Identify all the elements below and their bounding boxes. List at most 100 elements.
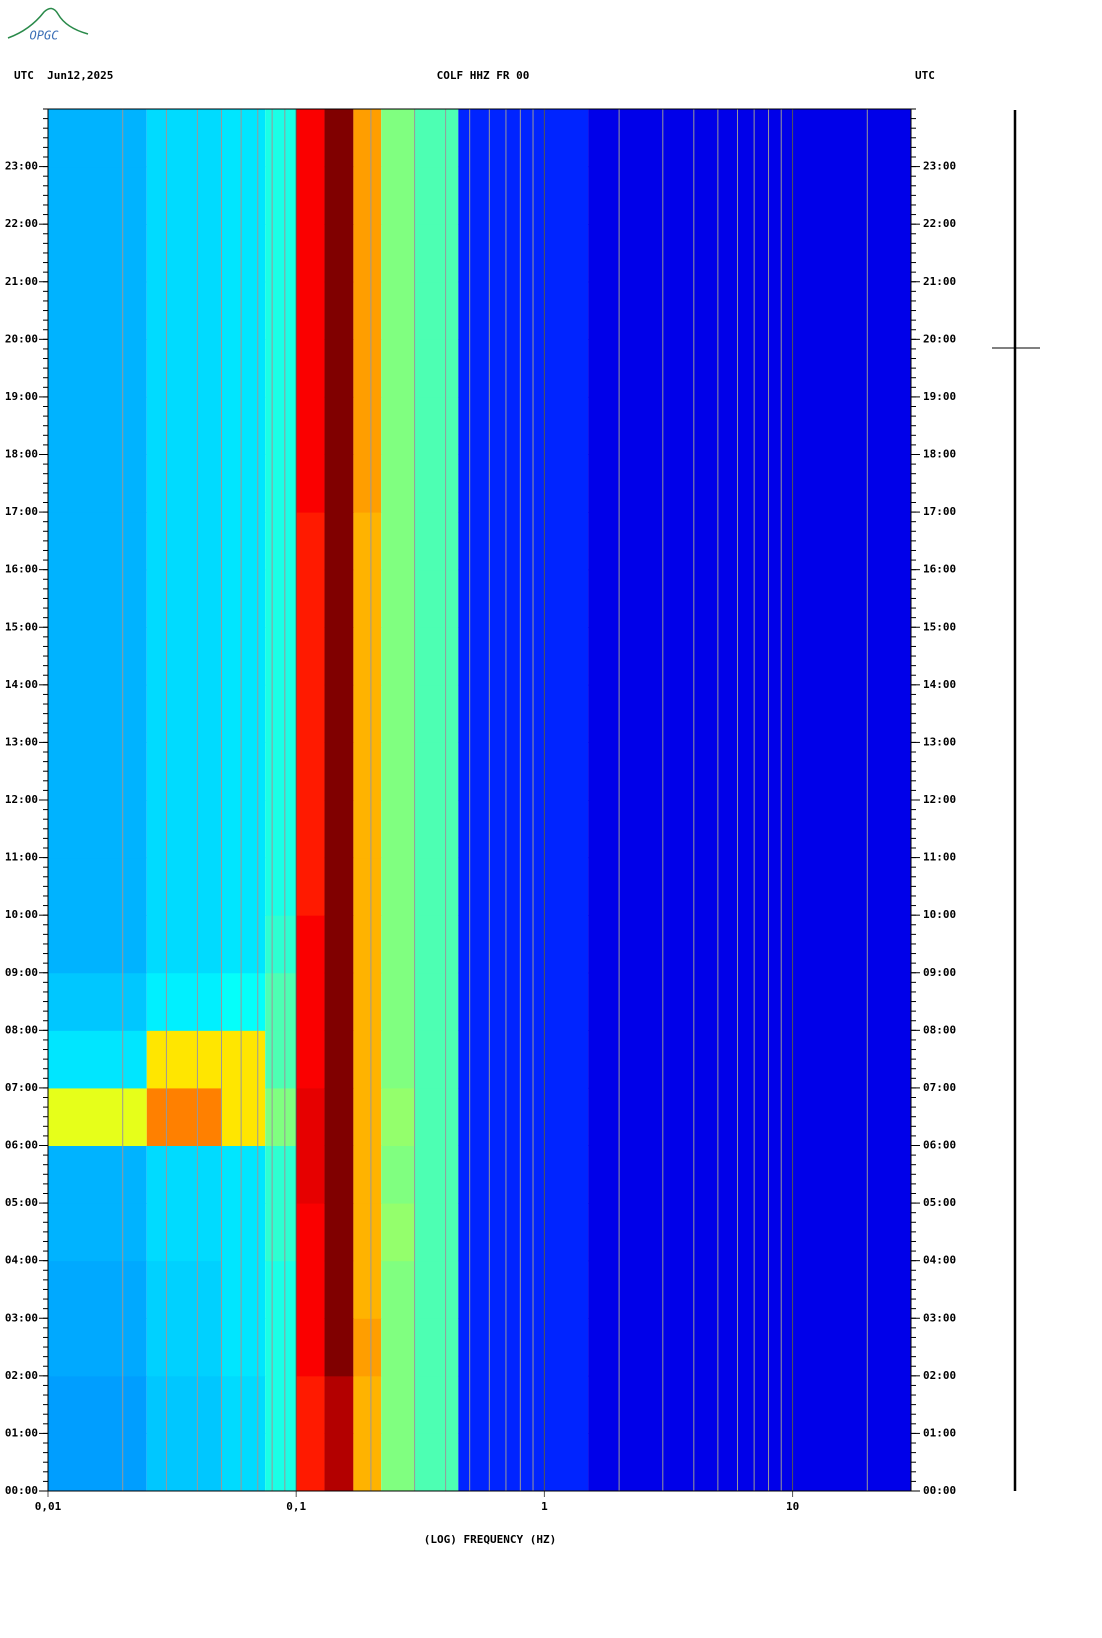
cell xyxy=(221,1375,266,1434)
cell xyxy=(414,627,459,686)
x-tick-label: 0,1 xyxy=(286,1500,306,1513)
y-tick-label: 03:00 xyxy=(923,1311,956,1324)
cell xyxy=(353,857,382,916)
y-tick-label: 12:00 xyxy=(923,793,956,806)
cell xyxy=(414,1030,459,1089)
cell xyxy=(221,1433,266,1492)
cell xyxy=(296,454,325,513)
cell xyxy=(414,281,459,340)
cell xyxy=(353,339,382,398)
cell xyxy=(588,109,911,168)
cell xyxy=(221,627,266,686)
y-tick-label: 09:00 xyxy=(923,966,956,979)
cell xyxy=(381,972,415,1031)
cell xyxy=(296,396,325,455)
y-tick-label: 20:00 xyxy=(923,332,956,345)
cell xyxy=(414,339,459,398)
cell xyxy=(353,1203,382,1262)
y-tick-label: 19:00 xyxy=(923,390,956,403)
cell xyxy=(324,339,354,398)
y-tick-label: 06:00 xyxy=(5,1139,38,1152)
y-tick-label: 23:00 xyxy=(923,160,956,173)
cell xyxy=(221,972,266,1031)
cell xyxy=(146,512,222,571)
cell xyxy=(381,684,415,743)
cell xyxy=(381,224,415,283)
y-tick-label: 15:00 xyxy=(5,620,38,633)
cell xyxy=(221,224,266,283)
cell xyxy=(265,1030,297,1089)
cell xyxy=(221,742,266,801)
cell xyxy=(381,1145,415,1204)
cell xyxy=(146,627,222,686)
cell xyxy=(353,109,382,168)
cell xyxy=(588,857,911,916)
title-right: UTC xyxy=(915,69,935,82)
y-tick-label: 18:00 xyxy=(923,448,956,461)
cell xyxy=(353,396,382,455)
logo: OPGC xyxy=(7,7,89,43)
y-tick-label: 03:00 xyxy=(5,1311,38,1324)
cell xyxy=(458,569,589,628)
cell xyxy=(48,857,147,916)
cell xyxy=(265,109,297,168)
cell xyxy=(414,512,459,571)
x-tick-label: 10 xyxy=(786,1500,799,1513)
cell xyxy=(48,569,147,628)
cell xyxy=(324,109,354,168)
cell xyxy=(296,109,325,168)
cell xyxy=(265,339,297,398)
cell xyxy=(458,396,589,455)
cell xyxy=(146,1433,222,1492)
y-tick-label: 18:00 xyxy=(5,448,38,461)
cell xyxy=(221,166,266,225)
cell xyxy=(324,1145,354,1204)
cell xyxy=(296,1203,325,1262)
cell xyxy=(48,742,147,801)
cell xyxy=(588,281,911,340)
y-tick-label: 21:00 xyxy=(923,275,956,288)
cell xyxy=(146,166,222,225)
cell xyxy=(414,1318,459,1377)
cell xyxy=(324,281,354,340)
cell xyxy=(588,1375,911,1434)
cell xyxy=(146,1030,222,1089)
y-tick-label: 22:00 xyxy=(923,217,956,230)
cell xyxy=(221,800,266,859)
cell xyxy=(48,224,147,283)
cell xyxy=(458,1030,589,1089)
cell xyxy=(265,800,297,859)
cell xyxy=(48,1433,147,1492)
y-tick-label: 17:00 xyxy=(5,505,38,518)
cell xyxy=(48,627,147,686)
cell xyxy=(324,569,354,628)
cell xyxy=(458,915,589,974)
cell xyxy=(458,339,589,398)
cell xyxy=(296,857,325,916)
cell xyxy=(296,915,325,974)
y-tick-label: 01:00 xyxy=(923,1426,956,1439)
y-tick-label: 14:00 xyxy=(5,678,38,691)
cell xyxy=(296,512,325,571)
cell xyxy=(146,800,222,859)
cell xyxy=(353,972,382,1031)
cell xyxy=(324,1375,354,1434)
cell xyxy=(381,339,415,398)
cell xyxy=(324,1260,354,1319)
cell xyxy=(588,627,911,686)
y-tick-label: 19:00 xyxy=(5,390,38,403)
cell xyxy=(458,1375,589,1434)
cell xyxy=(221,569,266,628)
cell xyxy=(296,800,325,859)
cell xyxy=(296,224,325,283)
cell xyxy=(221,396,266,455)
cell xyxy=(48,972,147,1031)
cell xyxy=(414,972,459,1031)
cell xyxy=(221,339,266,398)
cell xyxy=(458,281,589,340)
cell xyxy=(146,454,222,513)
cell xyxy=(48,1375,147,1434)
cell xyxy=(48,512,147,571)
cell xyxy=(48,915,147,974)
cell xyxy=(265,569,297,628)
